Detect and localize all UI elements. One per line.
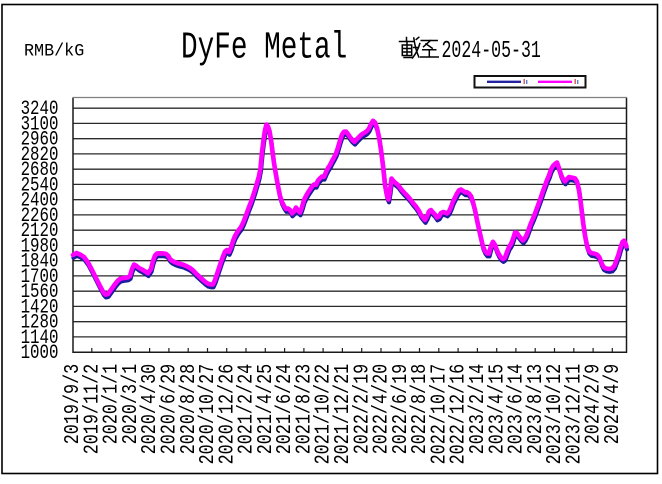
svg-text:1420: 1420 <box>21 297 59 319</box>
svg-text:2023/4/15: 2023/4/15 <box>484 364 509 455</box>
svg-text:2021/2/24: 2021/2/24 <box>234 364 259 455</box>
svg-text:2820: 2820 <box>21 144 59 166</box>
svg-text:2540: 2540 <box>21 175 59 197</box>
svg-text:2022/12/16: 2022/12/16 <box>446 364 471 465</box>
svg-text:2022/4/20: 2022/4/20 <box>369 364 394 455</box>
svg-text:2023/10/12: 2023/10/12 <box>542 364 567 465</box>
svg-text:3100: 3100 <box>21 114 59 136</box>
svg-text:2960: 2960 <box>21 129 59 151</box>
svg-text:2023/12/11: 2023/12/11 <box>562 364 587 465</box>
svg-text:2020/12/26: 2020/12/26 <box>214 364 239 465</box>
svg-text:2021/6/24: 2021/6/24 <box>272 364 297 455</box>
svg-text:1700: 1700 <box>21 266 59 288</box>
svg-text:1000: 1000 <box>21 343 59 365</box>
svg-text:1280: 1280 <box>21 312 59 334</box>
svg-text:RMB/kG: RMB/kG <box>24 42 84 62</box>
svg-text:2022/2/19: 2022/2/19 <box>349 364 374 455</box>
svg-text:2020/10/27: 2020/10/27 <box>195 364 220 465</box>
svg-text:2022/8/18: 2022/8/18 <box>407 364 432 455</box>
svg-text:2019/9/3: 2019/9/3 <box>60 364 85 444</box>
svg-text:2680: 2680 <box>21 160 59 182</box>
svg-text:2024/2/9: 2024/2/9 <box>581 364 606 444</box>
svg-text:1980: 1980 <box>21 236 59 258</box>
svg-text:2023/2/14: 2023/2/14 <box>465 364 490 455</box>
svg-text:DyFe Metal: DyFe Metal <box>181 25 347 68</box>
svg-text:2019/11/2: 2019/11/2 <box>80 364 105 455</box>
svg-text:2024-05-31: 2024-05-31 <box>442 38 541 65</box>
svg-text:1140: 1140 <box>21 327 59 349</box>
svg-text:2020/8/28: 2020/8/28 <box>176 364 201 455</box>
svg-text:2022/10/17: 2022/10/17 <box>427 364 452 465</box>
svg-text:2020/3/1: 2020/3/1 <box>118 364 143 444</box>
svg-text:2021/8/23: 2021/8/23 <box>292 364 317 455</box>
svg-text:2020/1/1: 2020/1/1 <box>99 364 124 444</box>
svg-text:2020/6/29: 2020/6/29 <box>157 364 182 455</box>
svg-text:2260: 2260 <box>21 205 59 227</box>
svg-text:2021/4/25: 2021/4/25 <box>253 364 278 455</box>
svg-text:2021/12/21: 2021/12/21 <box>330 364 355 465</box>
svg-text:2023/8/13: 2023/8/13 <box>523 364 548 455</box>
svg-text:2400: 2400 <box>21 190 59 212</box>
svg-text:3240: 3240 <box>21 99 59 121</box>
svg-text:2022/6/19: 2022/6/19 <box>388 364 413 455</box>
svg-text:2024/4/9: 2024/4/9 <box>600 364 625 444</box>
svg-text:2023/6/14: 2023/6/14 <box>504 364 529 455</box>
svg-text:2020/4/30: 2020/4/30 <box>137 364 162 455</box>
svg-text:2120: 2120 <box>21 221 59 243</box>
svg-text:2021/10/22: 2021/10/22 <box>311 364 336 465</box>
svg-text:1840: 1840 <box>21 251 59 273</box>
svg-text:1560: 1560 <box>21 282 59 304</box>
